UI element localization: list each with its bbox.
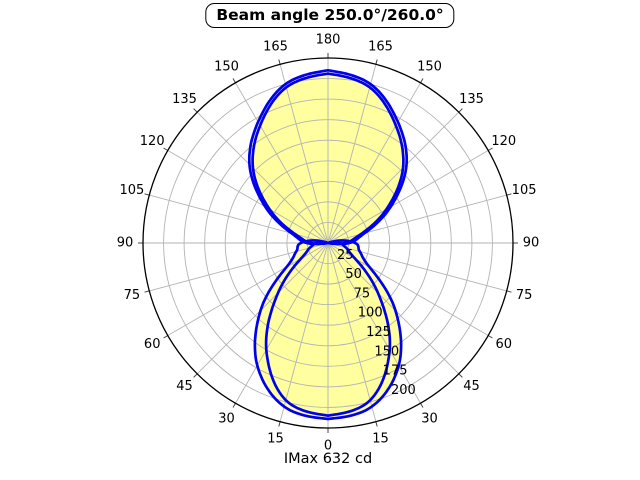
angle-label-15-left: 15 (267, 432, 284, 447)
plane-0-lower-lobe-curve (253, 239, 403, 421)
grid-spoke-285 (149, 242, 329, 292)
angle-label-150-left: 150 (214, 60, 239, 75)
radial-label-50: 50 (345, 267, 362, 282)
angle-label-60-right: 60 (496, 337, 513, 352)
radial-label-175: 175 (383, 364, 408, 379)
angle-label-135-right: 135 (459, 92, 484, 107)
outer-tick-60 (487, 335, 493, 339)
imax-caption: IMax 632 cd (283, 451, 373, 467)
angle-label-30-right: 30 (421, 411, 438, 426)
outer-tick-30 (420, 402, 424, 408)
outer-axis (138, 53, 518, 433)
plane-0-upper-lobe-curve (247, 68, 409, 246)
outer-tick-345 (278, 421, 281, 427)
plane-90-upper-lobe-curve (251, 72, 405, 245)
angle-label-120-right: 120 (491, 134, 516, 149)
radial-label-125: 125 (366, 325, 391, 340)
outer-tick-45 (458, 373, 463, 378)
radial-tick-labels: 25 50 75 100 125 150 175 200 (337, 248, 416, 398)
angle-label-135-left: 135 (172, 92, 197, 107)
outer-tick-315 (193, 373, 198, 378)
outer-tick-105 (506, 193, 512, 196)
grid-spoke-210 (235, 82, 329, 244)
beam-curves (247, 68, 409, 421)
angle-label-0: 0 (324, 439, 332, 454)
outer-tick-285 (144, 290, 150, 293)
outer-tick-210 (232, 78, 236, 84)
angle-label-45-left: 45 (176, 379, 193, 394)
grid-spoke-345 (279, 242, 329, 422)
radial-label-100: 100 (358, 306, 383, 321)
outer-tick-330 (232, 402, 236, 408)
radial-label-75: 75 (354, 286, 371, 301)
angle-label-120-left: 120 (140, 134, 165, 149)
angle-label-165-left: 165 (263, 39, 288, 54)
outer-tick-15 (375, 421, 378, 427)
outer-tick-240 (163, 147, 169, 151)
grid-spoke-330 (235, 242, 329, 404)
radial-label-200: 200 (391, 383, 416, 398)
grid-spoke-150 (327, 82, 421, 244)
angle-labels: 0 15 15 30 30 45 45 60 60 75 75 90 90 105 105 120 120 135… (117, 33, 540, 454)
outer-tick-75 (506, 290, 512, 293)
angle-label-165-right: 165 (368, 39, 393, 54)
radial-label-25: 25 (337, 248, 354, 263)
outer-tick-135 (458, 108, 463, 113)
outer-circle (142, 57, 514, 429)
plane-90-lower-lobe-curve (264, 240, 392, 418)
angle-label-105-right: 105 (512, 183, 537, 198)
angle-label-15-right: 15 (372, 432, 389, 447)
grid-spoke-195 (279, 64, 329, 244)
outer-tick-195 (278, 59, 281, 65)
grid-spoke-30 (327, 242, 421, 404)
outer-tick-255 (144, 193, 150, 196)
grid-spoke-225 (196, 111, 329, 244)
angle-label-75-left: 75 (124, 288, 141, 303)
angle-label-180: 180 (316, 33, 341, 48)
outer-tick-165 (375, 59, 378, 65)
outer-tick-150 (420, 78, 424, 84)
chart-title: Beam angle 250.0°/260.0° (205, 3, 455, 28)
grid-spoke-120 (327, 150, 489, 244)
grid-spoke-75 (327, 242, 507, 292)
angle-label-90-right: 90 (523, 236, 540, 251)
angle-label-75-right: 75 (516, 288, 533, 303)
angle-label-150-right: 150 (417, 60, 442, 75)
radial-label-150: 150 (374, 344, 399, 359)
grid-spoke-165 (327, 64, 377, 244)
outer-tick-120 (487, 147, 493, 151)
angle-label-30-left: 30 (218, 411, 235, 426)
grid-spoke-240 (167, 150, 329, 244)
angle-label-60-left: 60 (144, 337, 161, 352)
angle-label-105-left: 105 (119, 183, 144, 198)
grid-spoke-135 (327, 111, 460, 244)
angle-label-45-right: 45 (463, 379, 480, 394)
angle-label-90-left: 90 (117, 236, 134, 251)
outer-tick-225 (193, 108, 198, 113)
outer-tick-300 (163, 335, 169, 339)
grid-spoke-15 (327, 242, 377, 422)
